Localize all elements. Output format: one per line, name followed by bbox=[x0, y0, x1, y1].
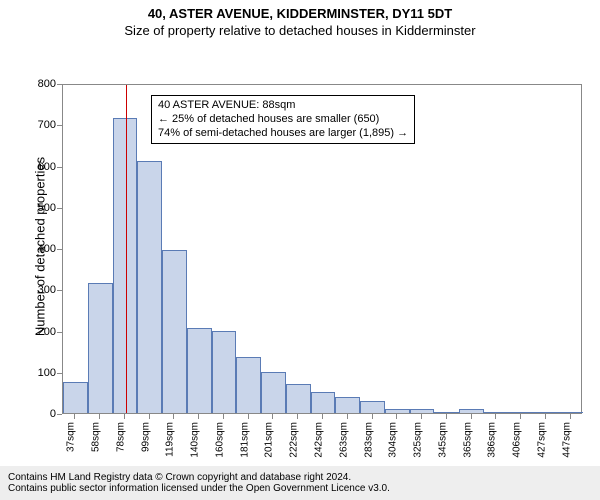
x-tick-mark bbox=[74, 414, 75, 419]
x-tick-label: 304sqm bbox=[388, 422, 399, 472]
histogram-bar bbox=[137, 161, 162, 413]
y-tick-label: 200 bbox=[0, 326, 56, 338]
x-tick-label: 447sqm bbox=[561, 422, 572, 472]
histogram-bar bbox=[187, 328, 212, 413]
x-tick-mark bbox=[99, 414, 100, 419]
histogram-bar bbox=[162, 250, 187, 413]
chart-title-address: 40, ASTER AVENUE, KIDDERMINSTER, DY11 5D… bbox=[0, 0, 600, 21]
x-tick-label: 386sqm bbox=[487, 422, 498, 472]
x-tick-label: 201sqm bbox=[264, 422, 275, 472]
x-tick-label: 263sqm bbox=[338, 422, 349, 472]
histogram-bar bbox=[286, 384, 311, 413]
histogram-bar bbox=[385, 409, 410, 413]
y-tick-mark bbox=[57, 373, 62, 374]
x-tick-mark bbox=[173, 414, 174, 419]
y-axis-label: Number of detached properties bbox=[33, 157, 48, 337]
histogram-bar bbox=[113, 118, 138, 413]
histogram-bar bbox=[509, 412, 534, 413]
x-tick-label: 181sqm bbox=[239, 422, 250, 472]
y-tick-mark bbox=[57, 167, 62, 168]
x-tick-label: 345sqm bbox=[437, 422, 448, 472]
y-tick-label: 100 bbox=[0, 367, 56, 379]
footer-line-2: Contains public sector information licen… bbox=[8, 483, 592, 494]
y-tick-label: 600 bbox=[0, 161, 56, 173]
x-tick-mark bbox=[570, 414, 571, 419]
x-tick-mark bbox=[272, 414, 273, 419]
y-tick-mark bbox=[57, 125, 62, 126]
x-tick-mark bbox=[347, 414, 348, 419]
y-tick-label: 700 bbox=[0, 119, 56, 131]
x-tick-mark bbox=[149, 414, 150, 419]
x-tick-label: 160sqm bbox=[214, 422, 225, 472]
x-tick-label: 283sqm bbox=[363, 422, 374, 472]
x-tick-mark bbox=[446, 414, 447, 419]
histogram-bar bbox=[212, 331, 237, 414]
x-tick-label: 325sqm bbox=[413, 422, 424, 472]
annotation-line: 40 ASTER AVENUE: 88sqm bbox=[158, 99, 408, 113]
histogram-bar bbox=[459, 409, 484, 413]
x-tick-mark bbox=[545, 414, 546, 419]
x-tick-label: 222sqm bbox=[289, 422, 300, 472]
annotation-box: 40 ASTER AVENUE: 88sqm← 25% of detached … bbox=[151, 95, 415, 144]
x-tick-mark bbox=[297, 414, 298, 419]
x-tick-mark bbox=[396, 414, 397, 419]
x-tick-label: 140sqm bbox=[190, 422, 201, 472]
y-tick-mark bbox=[57, 290, 62, 291]
y-tick-label: 800 bbox=[0, 78, 56, 90]
chart-title-subtitle: Size of property relative to detached ho… bbox=[0, 21, 600, 38]
histogram-bar bbox=[236, 357, 261, 413]
x-tick-mark bbox=[198, 414, 199, 419]
y-tick-mark bbox=[57, 84, 62, 85]
x-tick-label: 99sqm bbox=[140, 422, 151, 472]
y-tick-mark bbox=[57, 332, 62, 333]
x-tick-label: 58sqm bbox=[91, 422, 102, 472]
y-tick-label: 0 bbox=[0, 408, 56, 420]
plot-area: 40 ASTER AVENUE: 88sqm← 25% of detached … bbox=[62, 84, 582, 414]
histogram-bar bbox=[360, 401, 385, 413]
histogram-bar bbox=[261, 372, 286, 413]
x-tick-label: 119sqm bbox=[165, 422, 176, 472]
histogram-bar bbox=[558, 412, 583, 413]
x-tick-mark bbox=[421, 414, 422, 419]
histogram-bar bbox=[410, 409, 435, 413]
histogram-bar bbox=[335, 397, 360, 414]
x-tick-label: 37sqm bbox=[66, 422, 77, 472]
y-tick-mark bbox=[57, 249, 62, 250]
x-tick-mark bbox=[471, 414, 472, 419]
reference-line bbox=[126, 85, 127, 413]
y-tick-label: 500 bbox=[0, 202, 56, 214]
x-tick-mark bbox=[520, 414, 521, 419]
x-tick-mark bbox=[124, 414, 125, 419]
annotation-line: ← 25% of detached houses are smaller (65… bbox=[158, 113, 408, 127]
x-tick-mark bbox=[372, 414, 373, 419]
histogram-bar bbox=[88, 283, 113, 413]
histogram-bar bbox=[484, 412, 509, 413]
histogram-bar bbox=[63, 382, 88, 413]
footer-line-1: Contains HM Land Registry data © Crown c… bbox=[8, 472, 592, 483]
y-tick-mark bbox=[57, 414, 62, 415]
x-tick-label: 78sqm bbox=[115, 422, 126, 472]
y-tick-mark bbox=[57, 208, 62, 209]
x-tick-label: 242sqm bbox=[314, 422, 325, 472]
x-tick-label: 406sqm bbox=[512, 422, 523, 472]
annotation-line: 74% of semi-detached houses are larger (… bbox=[158, 127, 408, 141]
footer-attribution: Contains HM Land Registry data © Crown c… bbox=[0, 466, 600, 500]
x-tick-mark bbox=[248, 414, 249, 419]
x-tick-label: 427sqm bbox=[536, 422, 547, 472]
histogram-bar bbox=[533, 412, 558, 413]
x-tick-mark bbox=[322, 414, 323, 419]
x-tick-mark bbox=[223, 414, 224, 419]
histogram-bar bbox=[434, 412, 459, 413]
x-tick-mark bbox=[495, 414, 496, 419]
y-tick-label: 300 bbox=[0, 284, 56, 296]
y-tick-label: 400 bbox=[0, 243, 56, 255]
x-tick-label: 365sqm bbox=[462, 422, 473, 472]
histogram-bar bbox=[311, 392, 336, 413]
